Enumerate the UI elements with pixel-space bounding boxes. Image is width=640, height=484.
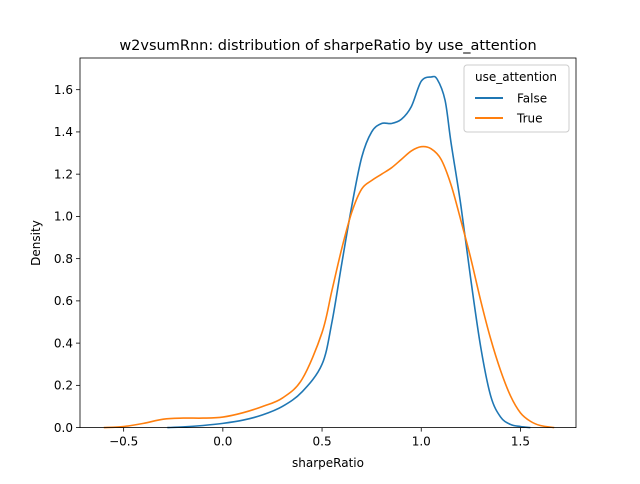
x-tick-label: 0.0 — [213, 435, 232, 449]
legend-title: use_attention — [475, 70, 557, 84]
x-tick-label: −0.5 — [109, 435, 138, 449]
chart-title: w2vsumRnn: distribution of sharpeRatio b… — [119, 38, 536, 54]
y-tick-label: 0.4 — [54, 336, 73, 350]
y-tick-label: 0.6 — [54, 294, 73, 308]
x-axis-label: sharpeRatio — [292, 456, 364, 470]
legend-label-false: False — [517, 92, 547, 106]
legend-label-true: True — [516, 112, 543, 126]
x-tick-label: 0.5 — [313, 435, 332, 449]
legend: use_attention False True — [463, 64, 570, 133]
y-tick-label: 1.6 — [54, 83, 73, 97]
y-tick-label: 1.0 — [54, 210, 73, 224]
x-axis-ticks: −0.5 0.0 0.5 1.0 1.5 — [109, 427, 530, 449]
series-line-false — [167, 75, 531, 429]
legend-box — [463, 64, 570, 133]
series-line-true — [103, 145, 555, 429]
x-tick-label: 1.0 — [412, 435, 431, 449]
y-tick-label: 0.0 — [54, 421, 73, 435]
y-tick-label: 0.2 — [54, 379, 73, 393]
y-axis-ticks: 0.0 0.2 0.4 0.6 0.8 1.0 1.2 1.4 1.6 — [54, 83, 80, 435]
y-tick-label: 1.4 — [54, 125, 73, 139]
y-tick-label: 0.8 — [54, 252, 73, 266]
plot-frame — [79, 57, 577, 429]
y-axis-label: Density — [29, 220, 43, 266]
y-tick-label: 1.2 — [54, 167, 73, 181]
plot-lines — [103, 75, 555, 429]
x-tick-label: 1.5 — [511, 435, 530, 449]
